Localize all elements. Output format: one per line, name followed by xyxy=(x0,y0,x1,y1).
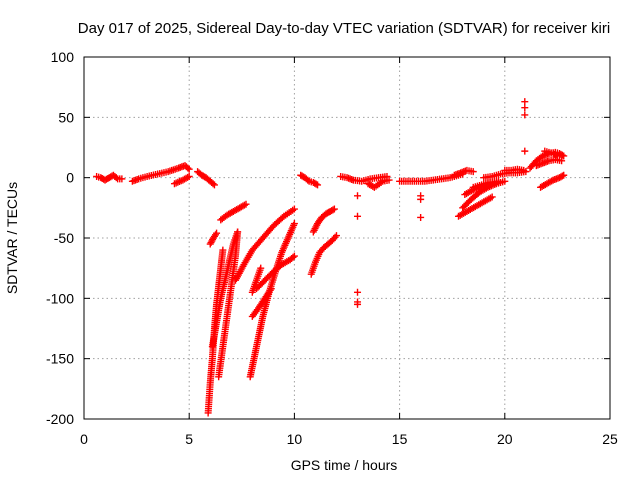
data-point xyxy=(212,231,219,239)
data-point xyxy=(219,246,227,254)
data-point xyxy=(290,220,298,228)
y-axis-label: SDTVAR / TECUs xyxy=(4,182,20,294)
y-tick-label: 50 xyxy=(58,109,74,125)
data-point xyxy=(112,174,120,182)
data-point xyxy=(354,212,362,220)
grid xyxy=(83,56,611,420)
y-tick-label: -50 xyxy=(54,230,74,246)
data-point xyxy=(552,151,560,159)
data-point xyxy=(329,206,337,214)
data-point xyxy=(469,168,477,176)
data-point xyxy=(240,201,248,209)
data-point xyxy=(234,228,242,236)
data-point xyxy=(209,180,217,188)
data-point xyxy=(330,205,338,213)
data-point xyxy=(210,181,218,189)
data-point xyxy=(185,165,193,173)
y-tick-label: -150 xyxy=(46,351,74,367)
data-point xyxy=(521,147,529,155)
data-point xyxy=(354,192,362,200)
plot-border xyxy=(83,56,611,420)
y-tick-label: -200 xyxy=(46,411,74,427)
y-tick-label: 100 xyxy=(51,49,75,65)
data-point xyxy=(184,164,192,172)
x-axis-label: GPS time / hours xyxy=(291,457,398,473)
data-point xyxy=(267,285,275,293)
y-tick-labels: 100 50 0 -50 -100 -150 -200 xyxy=(46,49,74,427)
data-point xyxy=(488,193,496,201)
data-point xyxy=(560,152,568,160)
data-point xyxy=(118,175,126,183)
y-tick-label: -100 xyxy=(46,290,74,306)
data-point xyxy=(501,177,509,185)
x-tick-label: 10 xyxy=(287,431,303,447)
data-point xyxy=(521,104,529,112)
x-tick-label: 20 xyxy=(497,431,513,447)
data-point xyxy=(354,300,362,308)
x-tick-label: 5 xyxy=(185,431,193,447)
data-point xyxy=(242,200,250,208)
x-tick-label: 0 xyxy=(80,431,88,447)
data-points xyxy=(93,98,568,417)
y-tick-label: 0 xyxy=(66,170,74,186)
data-point xyxy=(184,173,192,181)
data-point xyxy=(331,233,339,241)
data-point xyxy=(417,213,425,221)
data-point xyxy=(521,111,529,119)
data-point xyxy=(290,252,298,260)
data-point xyxy=(558,151,566,159)
data-point xyxy=(560,171,568,179)
x-tick-labels: 0 5 10 15 20 25 xyxy=(80,431,618,447)
data-point xyxy=(354,288,362,296)
data-point xyxy=(558,157,566,165)
data-point xyxy=(520,166,528,174)
data-point xyxy=(553,152,561,160)
data-point xyxy=(289,253,297,261)
data-point xyxy=(548,177,556,185)
data-point xyxy=(494,177,502,185)
data-point xyxy=(185,172,193,180)
data-point xyxy=(314,181,322,189)
data-point xyxy=(385,176,393,184)
chart-title: Day 017 of 2025, Sidereal Day-to-day VTE… xyxy=(78,20,610,37)
data-point xyxy=(213,229,221,237)
data-point xyxy=(417,195,425,203)
data-point xyxy=(304,176,312,184)
data-point xyxy=(266,286,274,294)
x-tick-label: 15 xyxy=(392,431,408,447)
data-point xyxy=(521,98,529,106)
data-point xyxy=(312,180,320,188)
x-tick-label: 25 xyxy=(602,431,618,447)
data-point xyxy=(332,232,340,240)
data-point xyxy=(558,172,566,180)
data-point xyxy=(257,264,265,272)
data-point xyxy=(290,205,298,213)
